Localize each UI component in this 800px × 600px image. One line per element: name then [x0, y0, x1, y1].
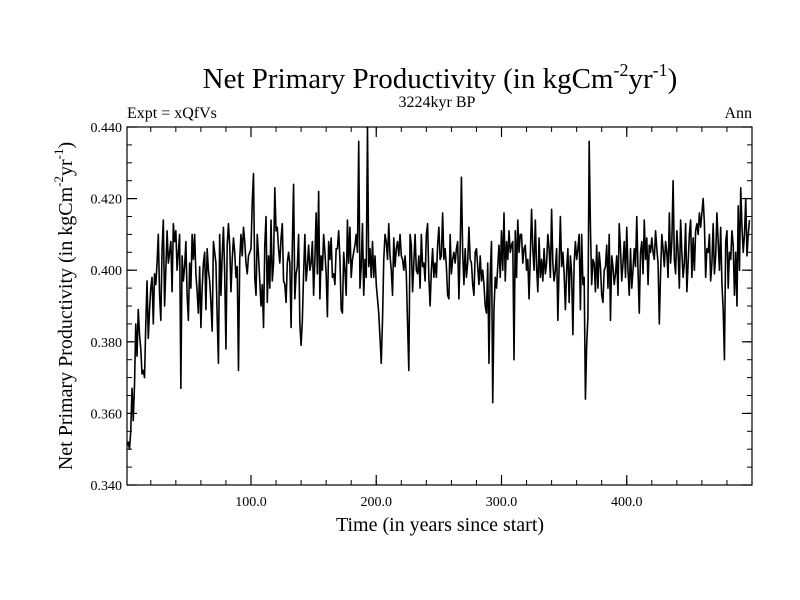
chart-title-main: Net Primary Productivity (in kgCm	[203, 63, 614, 95]
y-tick-labels: 0.340 0.360 0.380 0.400 0.420 0.440	[91, 121, 123, 494]
major-ticks	[127, 126, 752, 486]
chart-title: Net Primary Productivity (in kgCm-2yr-1)	[203, 60, 678, 95]
chart-title-sup2: -1	[653, 60, 668, 80]
x-tick-label: 100.0	[235, 495, 267, 510]
y-axis-label: Net Primary Productivity (in kgCm-2yr-1)	[51, 142, 77, 470]
chart-title-mid: yr	[628, 63, 653, 95]
season-label: Ann	[724, 105, 752, 122]
x-tick-label: 400.0	[611, 495, 643, 510]
npp-series-line	[126, 126, 751, 450]
y-tick-label: 0.340	[91, 479, 123, 494]
y-tick-label: 0.400	[91, 264, 123, 279]
experiment-label: Expt = xQfVs	[127, 105, 217, 122]
y-axis-label-end: )	[55, 142, 77, 149]
y-tick-label: 0.440	[91, 121, 123, 136]
y-axis-label-sup1: -2	[51, 176, 66, 187]
y-axis-label-mid: yr	[55, 159, 77, 176]
y-tick-label: 0.380	[91, 336, 123, 351]
x-tick-label: 300.0	[486, 495, 518, 510]
chart-title-sup1: -2	[613, 60, 628, 80]
y-axis-label-main: Net Primary Productivity (in kgCm	[55, 186, 77, 470]
x-tick-label: 200.0	[360, 495, 392, 510]
y-tick-label: 0.420	[91, 193, 123, 208]
chart-title-end: )	[668, 63, 678, 95]
period-label: 3224kyr BP	[399, 94, 476, 111]
y-tick-label: 0.360	[91, 407, 123, 422]
x-axis-label: Time (in years since start)	[336, 514, 544, 536]
x-tick-labels: 100.0 200.0 300.0 400.0	[235, 495, 642, 510]
y-axis-label-sup2: -1	[51, 149, 66, 160]
